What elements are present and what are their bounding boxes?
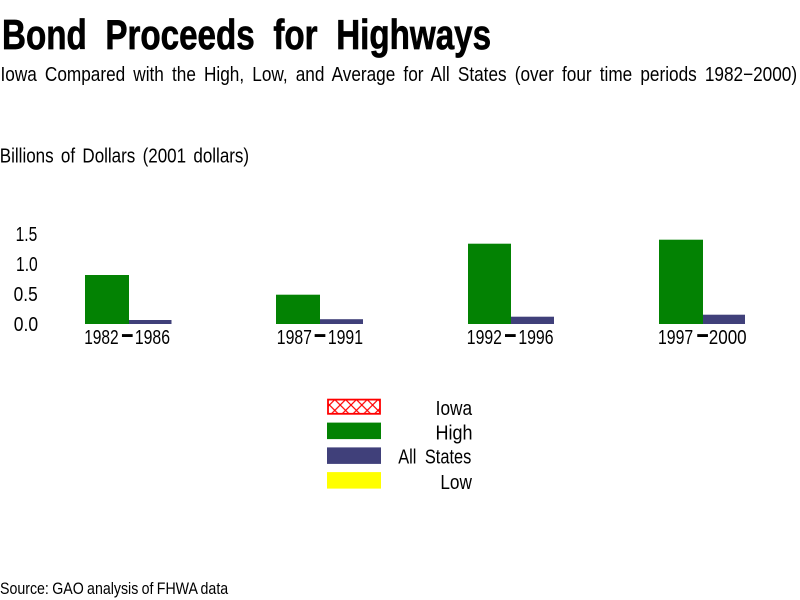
svg-text:Low: Low <box>440 471 472 494</box>
svg-text:Billions of Dollars (2001 doll: Billions of Dollars (2001 dollars) <box>0 144 249 167</box>
svg-text:All States: All States <box>398 445 471 468</box>
svg-text:1997: 1997 <box>658 326 693 348</box>
svg-text:1992: 1992 <box>467 326 502 348</box>
svg-text:2000: 2000 <box>709 325 747 348</box>
svg-text:1991: 1991 <box>328 326 363 348</box>
svg-text:Source: GAO analysis of FHWA d: Source: GAO analysis of FHWA data <box>0 580 229 598</box>
svg-text:1.5: 1.5 <box>16 223 38 245</box>
svg-text:1986: 1986 <box>135 326 170 348</box>
svg-text:1982: 1982 <box>84 326 118 348</box>
svg-text:Bond Proceeds for Highways: Bond Proceeds for Highways <box>2 13 491 60</box>
svg-text:High: High <box>436 423 473 445</box>
svg-text:1987: 1987 <box>277 326 312 348</box>
svg-text:Iowa: Iowa <box>436 397 473 420</box>
svg-text:1996: 1996 <box>518 326 553 348</box>
svg-text:0.0: 0.0 <box>14 313 38 335</box>
svg-text:Iowa Compared with the High, L: Iowa Compared with the High, Low, and Av… <box>1 63 798 86</box>
svg-text:0.5: 0.5 <box>14 283 38 305</box>
svg-text:1.0: 1.0 <box>16 253 38 275</box>
